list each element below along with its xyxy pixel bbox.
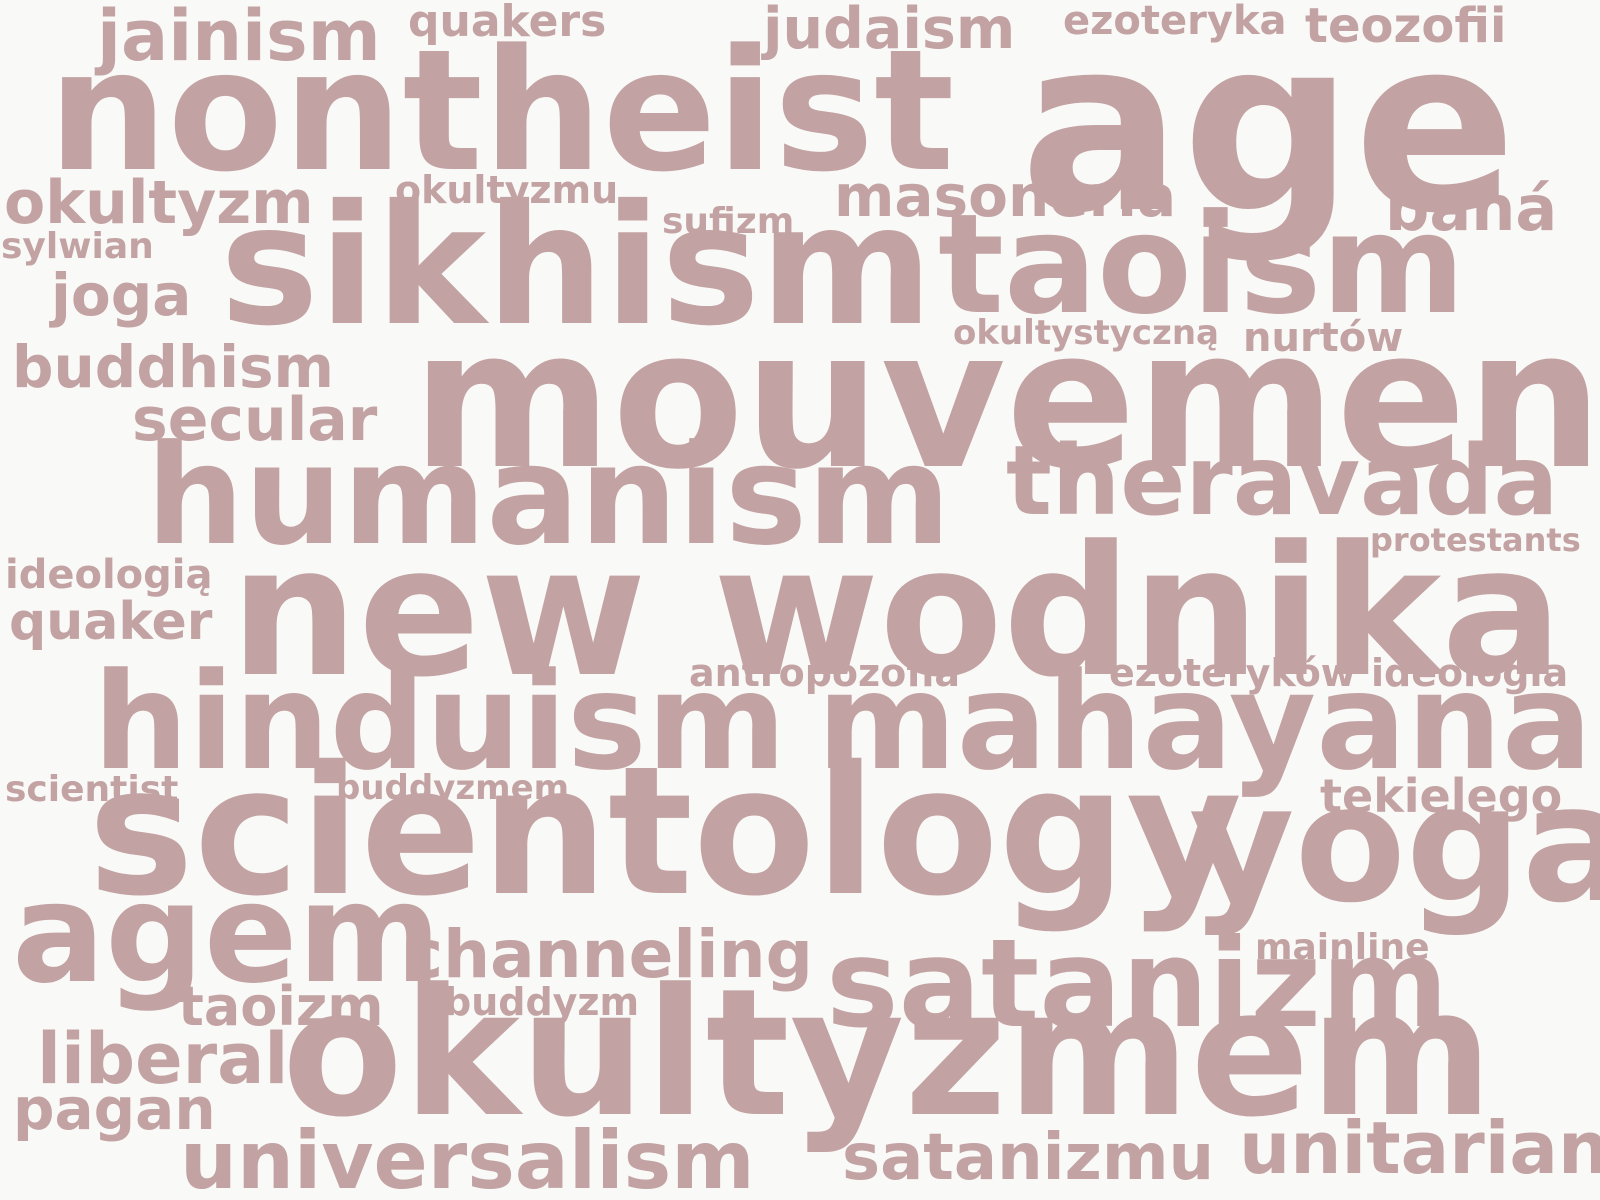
word: liberal [37, 1018, 289, 1100]
word: mahayana [817, 644, 1593, 800]
word: protestants [1370, 521, 1581, 559]
word: satanizm [826, 913, 1449, 1055]
word: quaker [9, 592, 213, 652]
word: nurtów [1243, 315, 1404, 361]
word: unitarian [1239, 1106, 1600, 1190]
word: channeling [404, 916, 813, 993]
word: mouvement [412, 289, 1600, 512]
word: new [230, 508, 647, 717]
word: joga [51, 261, 192, 329]
word: tekielego [1320, 769, 1563, 823]
word: satanizmu [842, 1121, 1215, 1195]
word: scientist [5, 769, 179, 810]
word: ideologia [1371, 651, 1569, 695]
word: pagan [13, 1075, 216, 1143]
word: wodnika [713, 508, 1563, 717]
word: mainline [1255, 927, 1430, 968]
word: scientology [88, 728, 1243, 935]
word: buddhism [12, 333, 334, 401]
word: yoga [1189, 751, 1600, 939]
word: ideologią [5, 552, 213, 598]
word: universalism [180, 1114, 755, 1200]
word: quakers [408, 0, 607, 47]
word: age [1020, 0, 1517, 266]
word: theravada [1006, 425, 1559, 537]
word: bahá [1385, 172, 1558, 245]
word: teozofii [1305, 0, 1507, 54]
word: okultyzmem [282, 951, 1494, 1156]
word: taoism [938, 184, 1466, 345]
word: sufizm [662, 201, 795, 242]
word: secular [132, 385, 378, 455]
word: ezoteryka [1063, 0, 1287, 44]
word: judaism [763, 0, 1016, 62]
word: sylwian [1, 226, 154, 267]
word: okultyzmu [395, 168, 619, 212]
word: humanism [146, 415, 951, 576]
word: antropozofia [689, 651, 961, 695]
word: ezoteryków [1109, 651, 1356, 695]
word: taoizm [178, 975, 384, 1038]
word: okultyzm [4, 168, 314, 238]
word: buddyzm [444, 980, 640, 1024]
word: sikhism [220, 170, 933, 363]
word: buddyzmem [336, 768, 570, 808]
word: masoneria [834, 162, 1177, 230]
word: jainism [97, 0, 381, 77]
word: hinduism [93, 644, 787, 800]
word: agem [12, 853, 442, 1014]
word: okultystyczną [953, 313, 1219, 353]
word: nontheist [48, 13, 955, 209]
